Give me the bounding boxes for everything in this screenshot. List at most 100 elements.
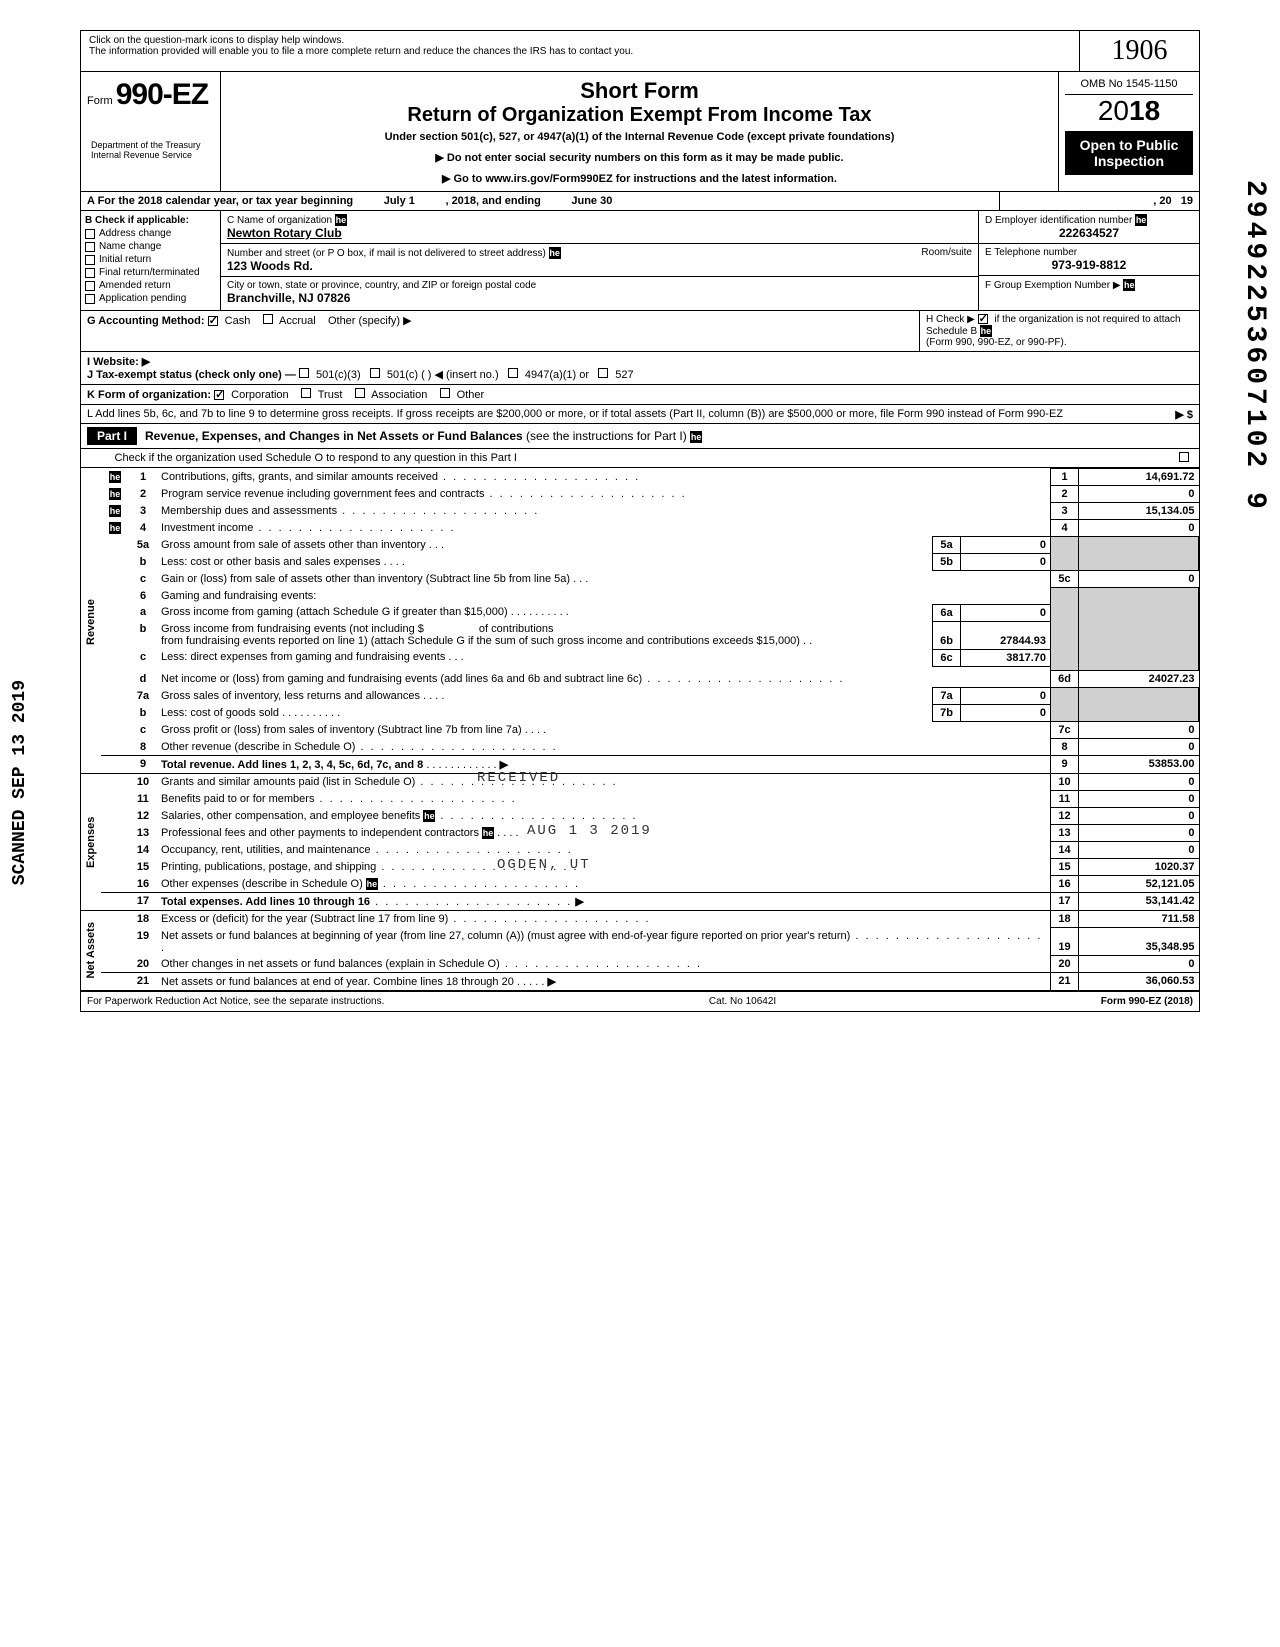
- ogden-stamp: OGDEN, UT: [497, 857, 591, 873]
- checkbox-application-pending[interactable]: Application pending: [85, 293, 216, 304]
- line-7b: b Less: cost of goods sold . . . . . . .…: [81, 705, 1199, 722]
- help-header-row: Click on the question-mark icons to disp…: [81, 31, 1199, 72]
- help-icon[interactable]: he: [109, 505, 121, 517]
- catalog-number: Cat. No 10642I: [709, 996, 776, 1007]
- help-icon[interactable]: he: [109, 522, 121, 534]
- checkbox-corporation[interactable]: [214, 390, 224, 400]
- checkbox-final-return[interactable]: Final return/terminated: [85, 267, 216, 278]
- checkbox-name-change[interactable]: Name change: [85, 241, 216, 252]
- line-2-amount: 0: [1079, 486, 1199, 503]
- period-ending: June 30: [571, 195, 612, 207]
- 527-label: 527: [615, 369, 633, 381]
- revenue-side-label: Revenue: [81, 469, 101, 774]
- help-line-1: Click on the question-mark icons to disp…: [89, 35, 344, 46]
- year-suffix: , 20: [1153, 195, 1171, 207]
- line-14-amount: 0: [1079, 842, 1199, 859]
- line-10-amount: 0: [1079, 774, 1199, 791]
- line-8: 8 Other revenue (describe in Schedule O)…: [81, 739, 1199, 756]
- help-icon[interactable]: he: [1135, 214, 1147, 226]
- section-i: I Website: ▶: [81, 352, 1199, 368]
- 501c3-label: 501(c)(3): [316, 369, 361, 381]
- line-5b-amount: 0: [961, 554, 1051, 571]
- document-locator-number: 29492253607102 9: [1239, 180, 1270, 513]
- accrual-label: Accrual: [279, 315, 316, 327]
- form-page: Click on the question-mark icons to disp…: [80, 30, 1200, 1012]
- year-column: OMB No 1545-1150 2018 Open to Public Ins…: [1059, 72, 1199, 191]
- entity-info-block: B Check if applicable: Address change Na…: [81, 211, 1199, 311]
- help-icon[interactable]: he: [482, 827, 494, 839]
- paperwork-notice: For Paperwork Reduction Act Notice, see …: [87, 996, 384, 1007]
- tax-year: 2018: [1065, 95, 1193, 127]
- help-text: Click on the question-mark icons to disp…: [81, 31, 1079, 71]
- line-5b: b Less: cost or other basis and sales ex…: [81, 554, 1199, 571]
- help-icon[interactable]: he: [690, 431, 702, 443]
- section-h: H Check ▶ if the organization is not req…: [919, 311, 1199, 351]
- help-line-2: The information provided will enable you…: [89, 46, 633, 57]
- line-20-amount: 0: [1079, 956, 1199, 973]
- part-1-table: Revenue he 1 Contributions, gifts, grant…: [81, 468, 1199, 990]
- checkbox-4947a1[interactable]: [508, 368, 518, 378]
- ein-value: 222634527: [985, 226, 1193, 240]
- form-number: 990-EZ: [116, 78, 208, 111]
- org-name-value: Newton Rotary Club: [227, 226, 342, 240]
- website-label: I Website: ▶: [87, 356, 150, 368]
- checkbox-trust[interactable]: [301, 388, 311, 398]
- checkbox-initial-return[interactable]: Initial return: [85, 254, 216, 265]
- section-g: G Accounting Method: Cash Accrual Other …: [81, 311, 919, 351]
- line-3-amount: 15,134.05: [1079, 503, 1199, 520]
- trust-label: Trust: [318, 389, 343, 401]
- telephone-row: E Telephone number 973-919-8812: [979, 244, 1199, 276]
- help-icon[interactable]: he: [549, 247, 561, 259]
- line-6c-amount: 3817.70: [961, 649, 1051, 666]
- checkbox-cash[interactable]: [208, 316, 218, 326]
- checkbox-schedule-b-not-required[interactable]: [978, 314, 988, 324]
- scanned-stamp: SCANNED SEP 13 2019: [10, 680, 30, 885]
- checkbox-527[interactable]: [598, 368, 608, 378]
- form-of-org-label: K Form of organization:: [87, 389, 211, 401]
- tax-exempt-label: J Tax-exempt status (check only one) —: [87, 369, 296, 381]
- line-17-amount: 53,141.42: [1079, 893, 1199, 911]
- line-14: 14 Occupancy, rent, utilities, and maint…: [81, 842, 1199, 859]
- line-1: Revenue he 1 Contributions, gifts, grant…: [81, 469, 1199, 486]
- section-g-h-row: G Accounting Method: Cash Accrual Other …: [81, 311, 1199, 352]
- line-10: Expenses 10 Grants and similar amounts p…: [81, 774, 1199, 791]
- checkbox-address-change[interactable]: Address change: [85, 228, 216, 239]
- accounting-method-label: G Accounting Method:: [87, 315, 205, 327]
- line-15-amount: 1020.37: [1079, 859, 1199, 876]
- help-icon[interactable]: he: [109, 471, 121, 483]
- help-icon[interactable]: he: [1123, 279, 1135, 291]
- dept-line: Department of the Treasury: [91, 140, 201, 150]
- street-row: Number and street (or P O box, if mail i…: [221, 244, 978, 277]
- checkbox-amended-return[interactable]: Amended return: [85, 280, 216, 291]
- checkbox-schedule-o-part1[interactable]: [1179, 452, 1189, 462]
- expenses-side-label: Expenses: [81, 774, 101, 911]
- line-19-amount: 35,348.95: [1079, 928, 1199, 956]
- 4947a1-label: 4947(a)(1) or: [525, 369, 589, 381]
- checkbox-501c-other[interactable]: [370, 368, 380, 378]
- checkbox-501c3[interactable]: [299, 368, 309, 378]
- help-icon[interactable]: he: [109, 488, 121, 500]
- cash-label: Cash: [225, 315, 251, 327]
- line-8-amount: 0: [1079, 739, 1199, 756]
- 501c-other-label: 501(c) ( ) ◀ (insert no.): [387, 369, 499, 381]
- section-a-row: A For the 2018 calendar year, or tax yea…: [81, 192, 1199, 211]
- line-21: 21 Net assets or fund balances at end of…: [81, 973, 1199, 991]
- line-7a: 7a Gross sales of inventory, less return…: [81, 688, 1199, 705]
- help-icon[interactable]: he: [335, 214, 347, 226]
- section-b-checkboxes: B Check if applicable: Address change Na…: [81, 211, 221, 310]
- other-org-label: Other: [457, 389, 485, 401]
- section-h-line1: H Check ▶: [926, 314, 975, 325]
- checkbox-association[interactable]: [355, 388, 365, 398]
- help-icon[interactable]: he: [423, 810, 435, 822]
- checkbox-other-org[interactable]: [440, 388, 450, 398]
- goto-instructions: ▶ Go to www.irs.gov/Form990EZ for instru…: [227, 172, 1052, 185]
- checkbox-accrual[interactable]: [263, 314, 273, 324]
- line-12-amount: 0: [1079, 808, 1199, 825]
- association-label: Association: [371, 389, 427, 401]
- handwritten-1906: 1906: [1112, 35, 1168, 66]
- help-icon[interactable]: he: [366, 878, 378, 890]
- org-name-row: C Name of organization he Newton Rotary …: [221, 211, 978, 244]
- line-7c: c Gross profit or (loss) from sales of i…: [81, 722, 1199, 739]
- section-k: K Form of organization: Corporation Trus…: [81, 384, 1199, 405]
- help-icon[interactable]: he: [980, 325, 992, 337]
